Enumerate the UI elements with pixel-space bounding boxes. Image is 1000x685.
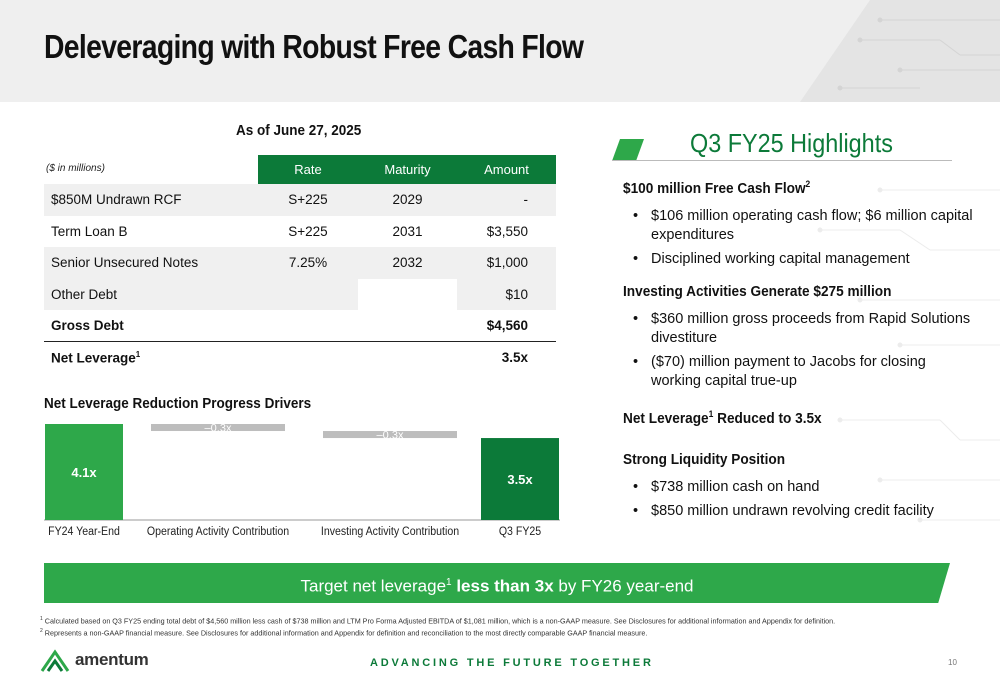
row-label: Other Debt — [44, 278, 258, 310]
row-label: $850M Undrawn RCF — [44, 184, 258, 216]
maturity-header: Maturity — [358, 155, 457, 184]
net-leverage-row: Net Leverage1 3.5x — [44, 342, 556, 374]
category-label: Operating Activity Contribution — [146, 526, 290, 538]
net-leverage-label: Net Leverage1 — [51, 349, 141, 366]
gross-debt-label: Gross Debt — [44, 310, 258, 342]
amount-header: Amount — [457, 155, 556, 184]
debt-table: Rate Maturity Amount $850M Undrawn RCF S… — [44, 155, 556, 373]
rate-header: Rate — [258, 155, 358, 184]
highlight-heading: Strong Liquidity Position — [623, 451, 786, 468]
gross-debt-amount: $4,560 — [457, 310, 556, 342]
highlight-bullet: Disciplined working capital management — [623, 250, 973, 269]
highlight-bullet: $360 million gross proceeds from Rapid S… — [623, 310, 973, 348]
footnotes: 1 Calculated based on Q3 FY25 ending tot… — [40, 614, 835, 639]
row-maturity: 2029 — [358, 184, 457, 216]
table-row: Senior Unsecured Notes 7.25% 2032 $1,000 — [44, 247, 556, 279]
highlights-list: $100 million Free Cash Flow2 $106 millio… — [623, 175, 973, 535]
table-row: $850M Undrawn RCF S+225 2029 - — [44, 184, 556, 216]
highlights-divider — [612, 160, 952, 161]
logo-text: amentum — [75, 650, 149, 669]
amentum-logo-icon — [40, 649, 70, 672]
row-maturity: 2032 — [358, 247, 457, 279]
highlight-heading: Net Leverage1 Reduced to 3.5x — [623, 408, 822, 427]
target-banner: Target net leverage1 less than 3x by FY2… — [44, 563, 950, 603]
highlight-bullet: $106 million operating cash flow; $6 mil… — [623, 207, 973, 245]
highlight-heading: $100 million Free Cash Flow2 — [623, 179, 811, 197]
category-label: Q3 FY25 — [498, 526, 542, 538]
target-banner-text: Target net leverage1 less than 3x by FY2… — [300, 576, 694, 596]
highlight-heading: Investing Activities Generate $275 milli… — [623, 283, 892, 300]
category-label: FY24 Year-End — [48, 526, 120, 538]
highlight-bullet: $738 million cash on hand — [623, 478, 973, 497]
table-row: Term Loan B S+225 2031 $3,550 — [44, 216, 556, 248]
tagline: ADVANCING THE FUTURE TOGETHER — [370, 657, 654, 669]
highlights-title: Q3 FY25 Highlights — [690, 128, 893, 158]
table-row: Other Debt $10 — [44, 278, 556, 310]
units-note: ($ in millions) — [46, 163, 105, 174]
table-header-row: Rate Maturity Amount — [44, 155, 556, 184]
slide-title: Deleveraging with Robust Free Cash Flow — [44, 28, 584, 65]
footnote-marker: 1 — [135, 349, 141, 359]
row-rate: S+225 — [258, 184, 358, 216]
highlight-bullet: $850 million undrawn revolving credit fa… — [623, 502, 973, 521]
row-rate: S+225 — [288, 223, 328, 239]
row-maturity: 2031 — [392, 223, 423, 239]
header-band — [0, 0, 1000, 102]
circuit-decoration — [800, 0, 1000, 102]
row-amount: - — [457, 184, 556, 216]
row-rate: 7.25% — [258, 247, 358, 279]
row-amount: $3,550 — [486, 223, 528, 239]
row-maturity — [358, 278, 457, 310]
gross-debt-row: Gross Debt $4,560 — [44, 310, 556, 342]
row-rate — [258, 278, 358, 310]
chart-title: Net Leverage Reduction Progress Drivers — [44, 395, 312, 412]
footnote: 2 Represents a non-GAAP financial measur… — [40, 628, 648, 638]
as-of-date: As of June 27, 2025 — [236, 122, 362, 139]
row-amount: $10 — [457, 278, 556, 310]
highlight-bullet: ($70) million payment to Jacobs for clos… — [623, 353, 973, 391]
row-label: Term Loan B — [51, 223, 128, 239]
category-label: Investing Activity Contribution — [320, 526, 460, 538]
highlight-accent-icon — [612, 139, 644, 161]
page-number: 10 — [948, 658, 957, 667]
net-leverage-value: 3.5x — [501, 350, 528, 365]
row-label: Senior Unsecured Notes — [44, 247, 258, 279]
row-amount: $1,000 — [457, 247, 556, 279]
footnote: 1 Calculated based on Q3 FY25 ending tot… — [40, 616, 836, 626]
